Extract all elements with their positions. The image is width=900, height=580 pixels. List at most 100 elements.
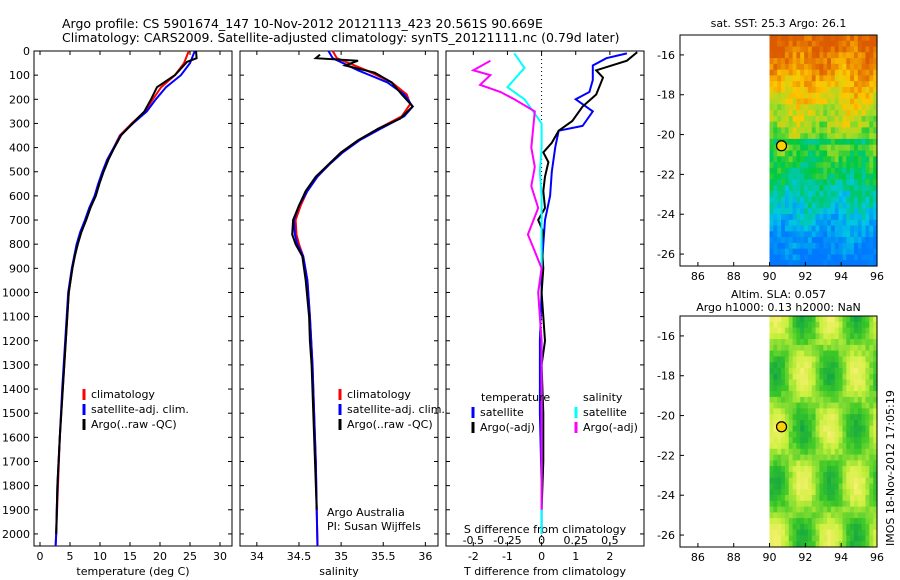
sla-map-cell [769,471,774,479]
sst-map-cell [861,225,866,232]
sla-map-cell [823,396,828,404]
sla-map-cell [861,443,866,450]
sla-map-cell [784,362,790,369]
salinity-diff-tick-label: -0.25 [493,534,521,547]
sst-map-cell [804,121,809,128]
sst-map-cell [773,81,778,88]
sst-map-cell [865,46,870,53]
sst-map-cell [865,115,870,123]
sst-map-cell [830,173,836,180]
sst-map-cell [857,81,863,88]
sla-map-cell [873,443,878,450]
sst-map-cell [842,167,847,175]
sst-map-cell [784,46,790,53]
sla-map-cell [823,460,828,467]
sst-map-cell [819,208,824,215]
sla-map-cell [773,414,778,421]
sst-map-cell [784,167,790,175]
sst-map-cell [869,156,874,163]
legend-entry: satellite-adj. clim. [91,403,189,416]
sla-map-cell [861,327,866,334]
x-tick-label: 15 [123,550,137,563]
sla-map-cell [846,483,851,490]
sst-map-cell [777,185,782,192]
sla-map-cell [784,500,790,508]
sst-map-cell [830,190,836,198]
sst-map-cell [854,87,859,94]
sla-map-cell [846,321,851,329]
sla-map-cell [830,391,836,398]
sla-map-cell [784,385,790,392]
sst-map-cell [865,127,870,134]
sst-map-cell [842,248,847,256]
sla-map-cell [854,408,859,415]
sla-map-cell [811,443,817,450]
sla-map-cell [777,408,782,415]
sla-map-cell [811,535,817,542]
sst-map-cell [834,110,840,117]
sla-map-cell [838,402,843,409]
depth-tick-label: 800 [9,238,30,251]
sst-map-cell [769,260,774,267]
sst-map-cell [869,87,874,94]
sst-map-cell [815,196,820,204]
sst-map-cell [846,162,851,169]
sst-map-cell [830,242,836,250]
sla-map-cell [815,368,820,375]
sla-map-cell [781,414,786,421]
sst-map-cell [781,98,786,105]
sst-map-cell [796,92,801,100]
sla-map-cell [842,454,847,461]
sst-map-cell [800,156,805,163]
sla-map-cell [773,523,778,531]
sla-map-cell [830,339,836,346]
sla-map-cell [792,321,797,329]
sst-map-cell [815,104,820,111]
sla-map-cell [869,396,874,404]
sla-map-cell [830,437,836,444]
sst-map-cell [865,81,870,88]
sst-map-cell [800,150,805,157]
figure-title-line-1: Argo profile: CS 5901674_147 10-Nov-2012… [62,16,543,31]
sla-map-cell [854,495,859,502]
sla-map-cell [815,512,820,519]
sla-map-cell [784,506,790,513]
sst-map-cell [842,115,847,123]
sla-map-cell [781,356,786,363]
sst-map-cell [819,104,824,111]
sst-map-cell [769,225,774,232]
sst-map-cell [827,52,832,59]
sst-map-cell [830,214,836,221]
sst-map-cell [854,63,859,71]
sst-map-cell [823,104,828,111]
sst-map-cell [865,104,870,111]
sst-map-cell [861,98,866,105]
sst-map-cell [861,150,866,157]
salinity-diff-tick-label: 0.25 [563,534,588,547]
sst-map-cell [819,75,824,82]
sst-map-cell [804,58,809,65]
sla-map-cell [823,339,828,346]
sla-map-cell [873,483,878,490]
sla-map-cell [788,466,794,473]
sla-map-cell [873,408,878,415]
sst-map-cell [784,40,790,48]
sst-map-cell [781,110,786,117]
sst-map-cell [823,63,828,71]
sla-map-cell [788,408,794,415]
sst-map-cell [769,208,774,215]
sst-map-cell [777,173,782,180]
depth-tick-label: 1300 [2,359,30,372]
sla-map-cell [830,316,836,323]
sst-map-cell [784,110,790,117]
sst-map-cell [792,69,797,77]
sst-map-cell [784,185,790,192]
sst-map-cell [830,254,836,261]
sla-map-cell [804,368,809,375]
sla-map-cell [769,495,774,502]
sst-map-cell [819,63,824,71]
sla-map-cell [800,379,805,386]
x-tick-label: 34.5 [287,550,312,563]
sla-map-cell [838,523,843,531]
sla-map-cell [777,454,782,461]
